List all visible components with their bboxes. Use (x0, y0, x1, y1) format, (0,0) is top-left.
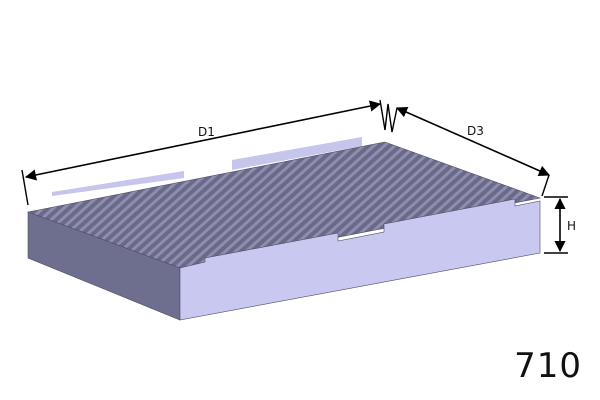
extension-line-d1-left (21, 169, 29, 206)
extension-line-d1-right (379, 99, 386, 131)
dimension-line-d1 (24, 100, 382, 181)
dimension-label-h: H (567, 219, 576, 233)
part-number: 710 (514, 346, 582, 386)
dimension-line-d3 (395, 106, 551, 177)
filter-side-face (179, 198, 541, 321)
dimension-label-d1: D1 (198, 125, 215, 139)
dimension-label-d3: D3 (467, 124, 484, 138)
extension-line-d3-right (541, 174, 550, 197)
break-mark (384, 103, 398, 133)
